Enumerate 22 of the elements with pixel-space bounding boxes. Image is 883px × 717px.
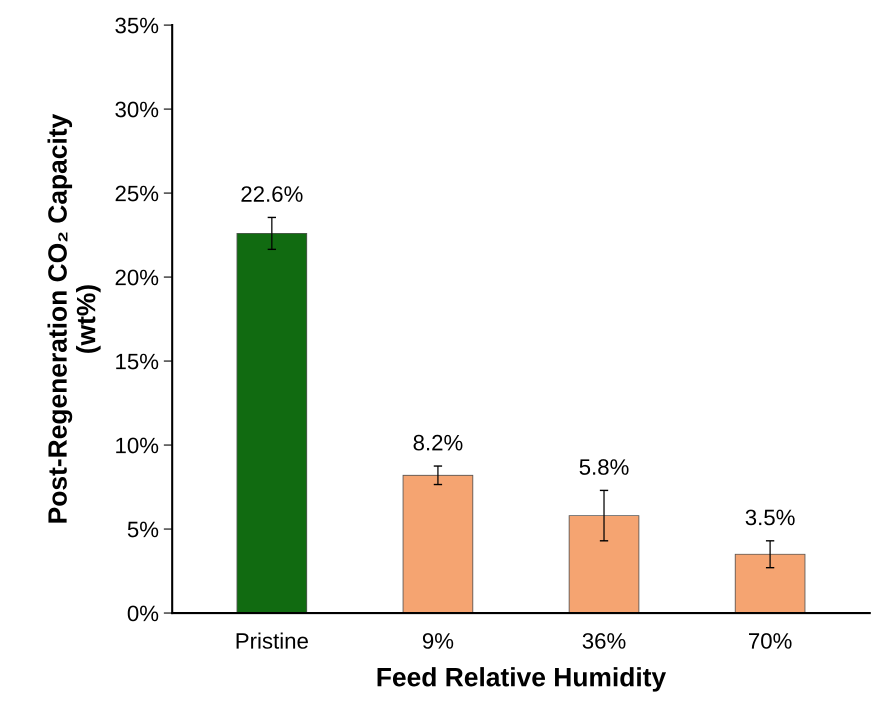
bar <box>734 554 806 614</box>
y-tick-label: 15% <box>116 354 158 370</box>
data-label: 3.5% <box>746 510 795 526</box>
data-label: 5.8% <box>580 459 629 475</box>
bar <box>568 515 640 614</box>
x-axis-title: Feed Relative Humidity <box>378 667 666 692</box>
data-label: 8.2% <box>414 434 462 451</box>
y-tick-label: 30% <box>115 102 158 118</box>
y-tick-label: 35% <box>115 18 158 34</box>
x-tick-label: 9% <box>422 633 454 649</box>
data-label: 22.6% <box>241 186 303 202</box>
x-tick-label: 70% <box>749 633 792 649</box>
y-tick-label: 25% <box>116 186 158 202</box>
bar <box>236 232 308 614</box>
y-axis-title: Post-Regeneration CO₂ Capacity (wt%) <box>47 114 101 523</box>
y-tick-label: 5% <box>128 522 158 538</box>
bar <box>402 474 474 614</box>
y-tick-label: 10% <box>116 438 158 454</box>
y-tick-label: 0% <box>128 606 158 622</box>
x-tick-label: 36% <box>582 633 626 649</box>
x-tick-label: Pristine <box>236 632 308 649</box>
y-tick-label: 20% <box>116 270 158 286</box>
